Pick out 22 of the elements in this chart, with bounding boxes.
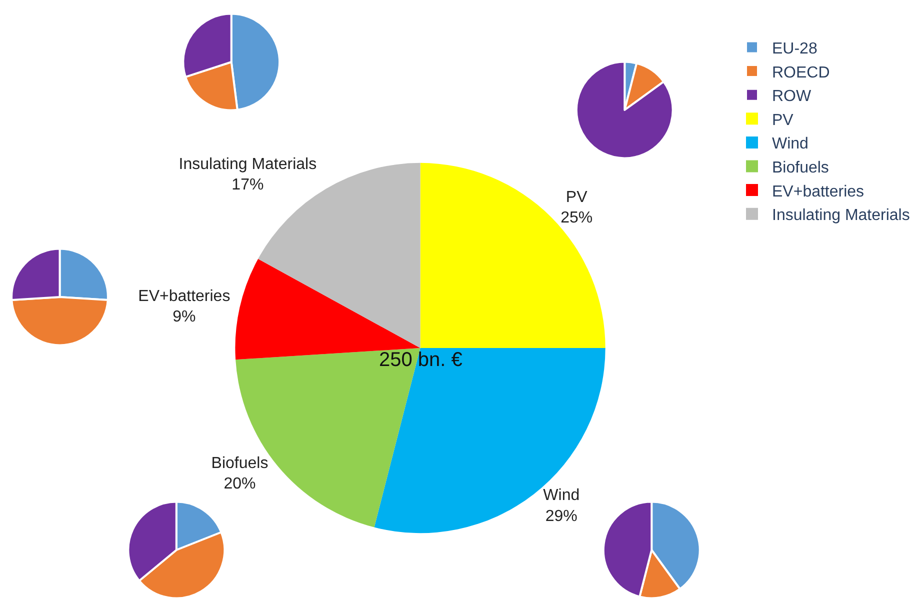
slice-label: Wind [543,487,580,504]
legend-label: Biofuels [772,159,829,176]
legend-label: Insulating Materials [772,207,910,224]
legend-label: Wind [772,136,808,153]
data-label: 20% [224,476,256,493]
slice-label: PV [566,188,588,206]
slice-label: Insulating Materials [178,156,317,173]
pie-slice [374,348,606,534]
slice-label: EV+batteries [138,288,230,305]
data-label: 29% [545,508,578,525]
pie-slice [575,60,674,160]
legend-label: ROW [772,88,812,106]
data-label: 25% [560,210,593,227]
data-label: 9% [172,308,196,326]
legend-label: EU-28 [772,40,818,58]
data-label: 17% [232,176,264,194]
legend-label: PV [772,112,794,129]
legend-label: ROECD [772,64,830,82]
slice-label: Biofuels [211,454,268,472]
text: 250 bn. € [379,349,462,371]
legend-label: EV+batteries [772,183,864,200]
pie-slice [420,162,606,348]
